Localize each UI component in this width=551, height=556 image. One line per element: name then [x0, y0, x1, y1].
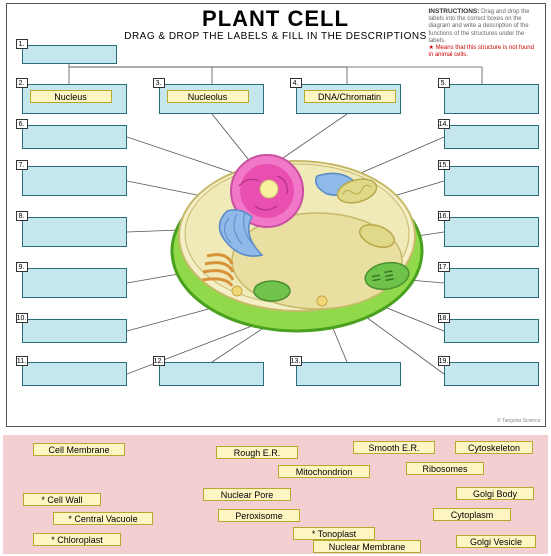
plant-cell-diagram	[167, 136, 427, 341]
drop-slot-s15[interactable]	[444, 166, 539, 196]
drop-slot-s11[interactable]	[22, 362, 127, 386]
bank-chip-11[interactable]: Cytoplasm	[433, 508, 511, 521]
drop-slot-s16[interactable]	[444, 217, 539, 247]
drop-slot-s1[interactable]	[22, 45, 117, 64]
slot-number-s8: 8.	[16, 211, 28, 221]
drop-slot-s10[interactable]	[22, 319, 127, 343]
slot-number-s11: 11.	[16, 356, 28, 366]
bank-chip-2[interactable]: Smooth E.R.	[353, 441, 435, 454]
drop-slot-s18[interactable]	[444, 319, 539, 343]
slot-number-s18: 18.	[438, 313, 450, 323]
drop-slot-s6[interactable]	[22, 125, 127, 149]
slot-number-s5: 5.	[438, 78, 450, 88]
slot-number-s3: 3.	[153, 78, 165, 88]
slot-number-s14: 14.	[438, 119, 450, 129]
drop-slot-s19[interactable]	[444, 362, 539, 386]
bank-chip-6[interactable]: * Cell Wall	[23, 493, 101, 506]
placed-label-f2[interactable]: Nucleus	[30, 90, 112, 103]
drop-slot-s17[interactable]	[444, 268, 539, 298]
credit: © Tangstar Science	[497, 418, 540, 424]
star-icon: ★	[429, 45, 434, 51]
worksheet-sheet: PLANT CELL DRAG & DROP THE LABELS & FILL…	[6, 3, 546, 427]
slot-number-s15: 15.	[438, 160, 450, 170]
slot-number-s4: 4.	[290, 78, 302, 88]
bank-chip-3[interactable]: Cytoskeleton	[455, 441, 533, 454]
instructions-label: INSTRUCTIONS:	[429, 8, 480, 15]
slot-number-s7: 7.	[16, 160, 28, 170]
placed-label-f3[interactable]: Nucleolus	[167, 90, 249, 103]
instructions: INSTRUCTIONS: Drag and drop the labels i…	[429, 8, 539, 59]
slot-number-s16: 16.	[438, 211, 450, 221]
label-bank: Cell Membrane Rough E.R. Smooth E.R. Cytosk…	[3, 435, 548, 554]
drop-slot-s5[interactable]	[444, 84, 539, 114]
slot-number-s13: 13.	[290, 356, 302, 366]
drop-slot-s13[interactable]	[296, 362, 401, 386]
slot-number-s6: 6.	[16, 119, 28, 129]
bank-chip-4[interactable]: Mitochondrion	[278, 465, 370, 478]
bank-chip-13[interactable]: * Chloroplast	[33, 533, 121, 546]
bank-chip-5[interactable]: Ribosomes	[406, 462, 484, 475]
drop-slot-s7[interactable]	[22, 166, 127, 196]
bank-chip-10[interactable]: Peroxisome	[218, 509, 300, 522]
bank-chip-8[interactable]: Golgi Body	[456, 487, 534, 500]
slot-number-s10: 10.	[16, 313, 28, 323]
bank-chip-14[interactable]: Nuclear Membrane	[313, 540, 421, 553]
slot-number-s17: 17.	[438, 262, 450, 272]
slot-number-s12: 12.	[153, 356, 165, 366]
slot-number-s2: 2.	[16, 78, 28, 88]
bank-chip-15[interactable]: Golgi Vesicle	[456, 535, 536, 548]
bank-chip-12[interactable]: * Tonoplast	[293, 527, 375, 540]
bank-chip-7[interactable]: Nuclear Pore	[203, 488, 291, 501]
drop-slot-s14[interactable]	[444, 125, 539, 149]
drop-slot-s12[interactable]	[159, 362, 264, 386]
placed-label-f4[interactable]: DNA/Chromatin	[304, 90, 396, 103]
bank-chip-9[interactable]: * Central Vacuole	[53, 512, 153, 525]
slot-number-s9: 9.	[16, 262, 28, 272]
bank-chip-1[interactable]: Rough E.R.	[216, 446, 298, 459]
star-note: Means that this structure is not found i…	[429, 45, 534, 58]
slot-number-s19: 19.	[438, 356, 450, 366]
drop-slot-s9[interactable]	[22, 268, 127, 298]
bank-chip-0[interactable]: Cell Membrane	[33, 443, 125, 456]
slot-number-s1: 1.	[16, 39, 28, 49]
drop-slot-s8[interactable]	[22, 217, 127, 247]
